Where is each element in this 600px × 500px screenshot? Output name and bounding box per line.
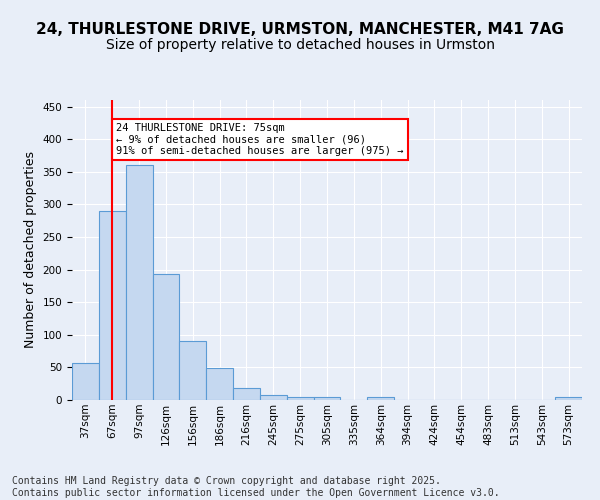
Bar (72, 363, 99, 400)
Text: Contains HM Land Registry data © Crown copyright and database right 2025.
Contai: Contains HM Land Registry data © Crown c… (12, 476, 500, 498)
Bar (367, 398, 394, 400)
Bar (314, 396, 340, 400)
Bar (206, 368, 233, 400)
Bar (233, 388, 260, 400)
Bar (555, 398, 582, 400)
Bar (179, 340, 206, 400)
Text: 24, THURLESTONE DRIVE, URMSTON, MANCHESTER, M41 7AG: 24, THURLESTONE DRIVE, URMSTON, MANCHEST… (36, 22, 564, 38)
Text: 24 THURLESTONE DRIVE: 75sqm
← 9% of detached houses are smaller (96)
91% of semi: 24 THURLESTONE DRIVE: 75sqm ← 9% of deta… (116, 123, 404, 156)
Bar (287, 398, 314, 400)
Bar (152, 274, 179, 400)
Bar (125, 165, 152, 400)
Y-axis label: Number of detached properties: Number of detached properties (24, 152, 37, 348)
Bar (260, 395, 287, 400)
Bar (99, 211, 125, 400)
Text: Size of property relative to detached houses in Urmston: Size of property relative to detached ho… (106, 38, 494, 52)
